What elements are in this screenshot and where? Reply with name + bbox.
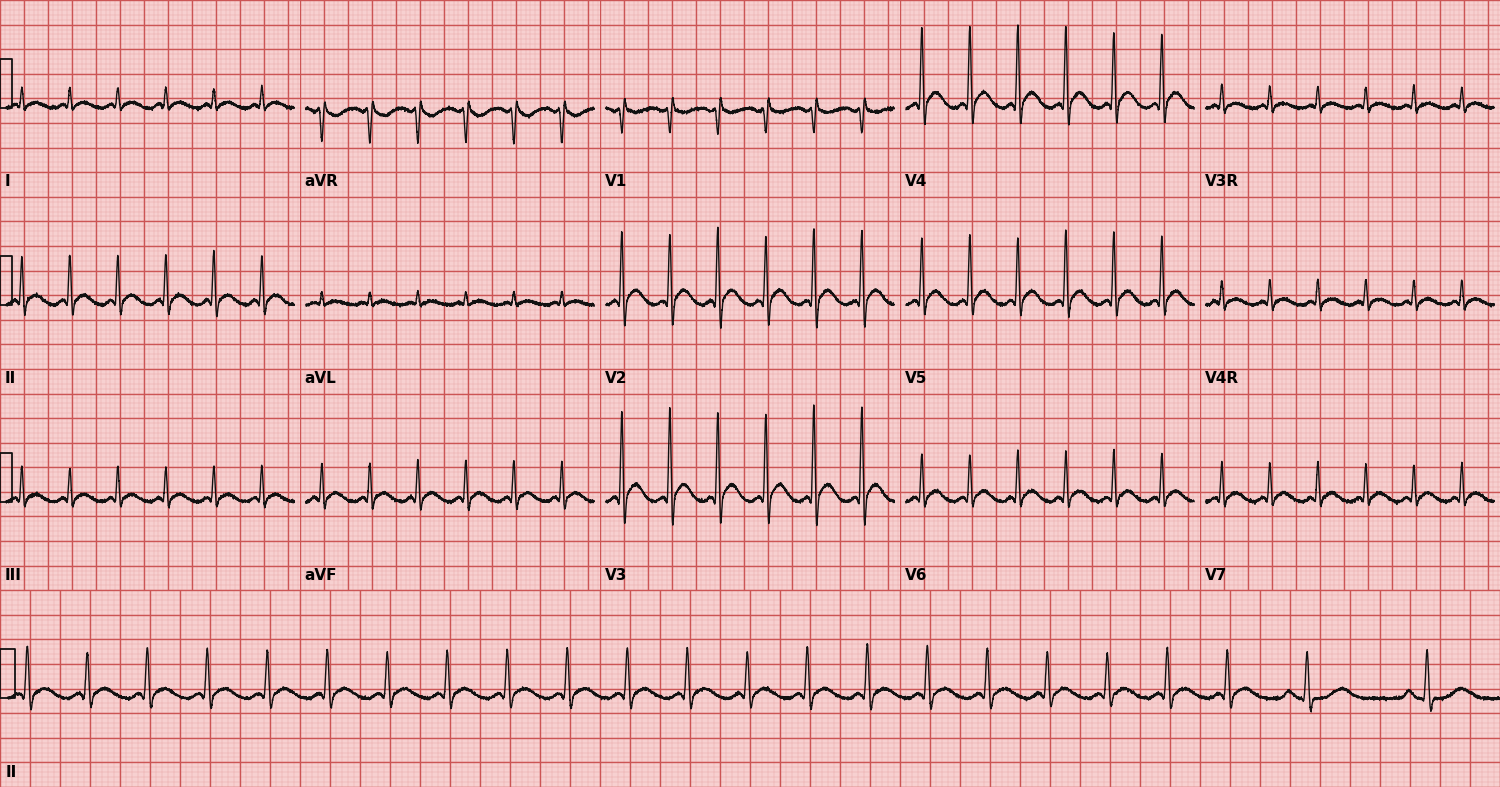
- Text: V7: V7: [1204, 568, 1227, 583]
- Text: V1: V1: [604, 175, 627, 190]
- Text: aVR: aVR: [304, 175, 339, 190]
- Text: II: II: [6, 765, 18, 780]
- Text: I: I: [4, 175, 10, 190]
- Text: III: III: [4, 568, 21, 583]
- Text: V5: V5: [904, 371, 927, 386]
- Text: V3R: V3R: [1204, 175, 1239, 190]
- Text: V4R: V4R: [1204, 371, 1239, 386]
- Text: II: II: [4, 371, 16, 386]
- Text: V2: V2: [604, 371, 627, 386]
- Text: V3: V3: [604, 568, 627, 583]
- Text: V4: V4: [904, 175, 927, 190]
- Text: V6: V6: [904, 568, 927, 583]
- Text: aVL: aVL: [304, 371, 336, 386]
- Text: aVF: aVF: [304, 568, 338, 583]
